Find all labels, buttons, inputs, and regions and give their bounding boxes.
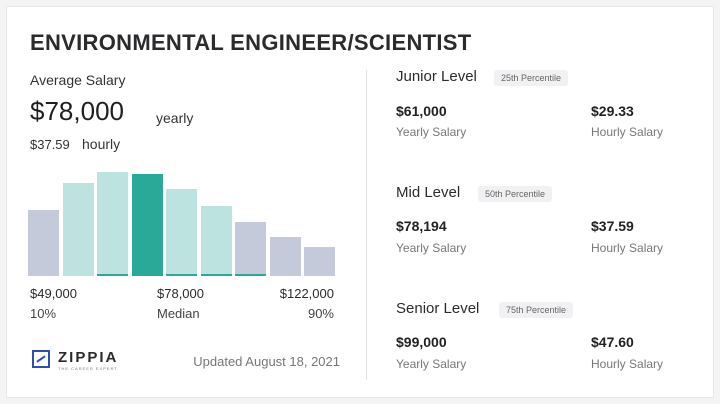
histogram-bar-1 (28, 210, 59, 276)
histogram-bar-2 (62, 183, 94, 276)
histogram-bar-8 (269, 237, 301, 276)
junior-hourly-salary: $29.33 (591, 103, 634, 119)
histogram-bar-6 (200, 206, 232, 276)
histogram-bar-3 (97, 172, 128, 276)
senior-percentile-badge: 75th Percentile (499, 302, 574, 318)
histogram-bar-accent (166, 274, 197, 276)
average-salary-value: $78,000 (30, 96, 124, 126)
zippia-logo-icon (32, 350, 50, 368)
histogram-bar-7 (235, 222, 266, 276)
salary-distribution-chart (28, 170, 336, 276)
senior-yearly-salary: $99,000 (396, 334, 447, 350)
junior-percentile-badge: 25th Percentile (494, 70, 569, 86)
mid-hourly-label: Hourly Salary (591, 241, 664, 255)
axis-sub-median: Median (157, 306, 200, 321)
senior-hourly-label: Hourly Salary (591, 357, 664, 371)
junior-yearly-salary: $61,000 (396, 103, 447, 119)
senior-level-title: Senior Level (396, 300, 480, 317)
histogram-bar-5 (166, 189, 197, 276)
average-salary-unit: yearly (156, 110, 194, 126)
junior-level-title: Junior Level (396, 68, 477, 85)
senior-hourly-salary: $47.60 (591, 334, 634, 350)
mid-percentile-badge: 50th Percentile (478, 186, 553, 202)
axis-label-median: $78,000 (157, 286, 204, 301)
histogram-bar-accent (200, 274, 232, 276)
histogram-bar-9 (304, 247, 335, 276)
axis-label-high: $122,000 (279, 286, 334, 301)
zippia-logo-name: ZIPPIA (58, 349, 119, 366)
axis-sub-low: 10% (30, 306, 57, 321)
hourly-rate-value: $37.59 (30, 137, 70, 152)
histogram-bar-4 (131, 174, 163, 276)
junior-yearly-label: Yearly Salary (396, 125, 467, 139)
axis-sub-high: 90% (307, 306, 334, 321)
mid-level-title: Mid Level (396, 184, 461, 201)
page-title: ENVIRONMENTAL ENGINEER/SCIENTIST (30, 30, 472, 55)
average-salary-label: Average Salary (30, 72, 126, 88)
hourly-rate-unit: hourly (82, 136, 121, 152)
histogram-bar-accent (235, 274, 266, 276)
updated-date: Updated August 18, 2021 (193, 354, 340, 369)
mid-yearly-salary: $78,194 (396, 218, 447, 234)
histogram-bar-accent (97, 274, 128, 276)
senior-yearly-label: Yearly Salary (396, 357, 467, 371)
axis-label-low: $49,000 (30, 286, 77, 301)
mid-yearly-label: Yearly Salary (396, 241, 467, 255)
mid-hourly-salary: $37.59 (591, 218, 634, 234)
zippia-logo-tagline: THE CAREER EXPERT (58, 366, 118, 371)
column-divider (366, 70, 367, 380)
junior-hourly-label: Hourly Salary (591, 125, 664, 139)
